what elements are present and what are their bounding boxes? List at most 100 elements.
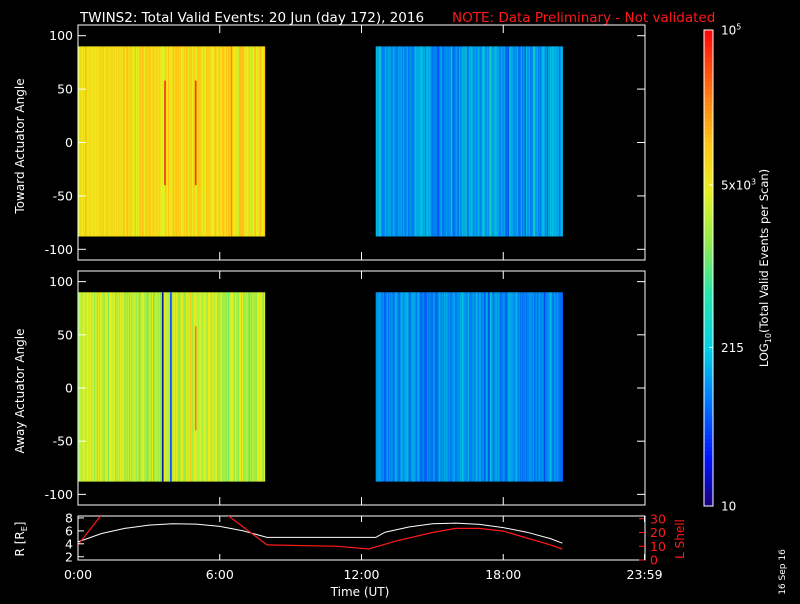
colorbar-frame [703, 29, 714, 507]
away-heat-column [512, 292, 514, 482]
colorbar-swatch [704, 117, 713, 122]
away-heat-column [409, 292, 411, 482]
away-heat-column [200, 292, 202, 482]
toward-heat-column [193, 46, 195, 237]
toward-heat-column [400, 46, 402, 237]
toward-ytick-label: 0 [65, 135, 73, 150]
toward-heat-column [167, 46, 169, 237]
toward-heat-column [108, 46, 110, 237]
radius-line [77, 522, 563, 544]
toward-ytick-label: -100 [45, 242, 73, 257]
colorbar-swatch [704, 268, 713, 273]
away-heat-column [176, 292, 178, 482]
toward-heat-column [149, 46, 151, 237]
toward-heat-column [228, 46, 230, 237]
away-heat-column [140, 292, 142, 482]
colorbar-swatch [704, 172, 713, 178]
toward-heat-column [206, 46, 208, 237]
toward-heat-column [558, 46, 560, 237]
toward-heat-column [194, 46, 196, 237]
colorbar-swatch [704, 196, 713, 202]
toward-heat-column [222, 46, 224, 237]
colorbar-swatch [704, 137, 713, 142]
toward-heat-column [425, 46, 427, 237]
away-heat-column [173, 292, 175, 482]
toward-heat-column [91, 46, 93, 237]
toward-heat-column [456, 46, 458, 237]
colorbar-swatch [704, 494, 713, 499]
toward-heat-column [459, 46, 461, 237]
toward-heat-column [471, 46, 473, 237]
toward-heat-column [115, 46, 117, 237]
away-heat-column [463, 292, 465, 482]
away-heat-column [193, 292, 195, 482]
toward-heat-column [395, 46, 397, 237]
away-heat-column [377, 292, 379, 482]
toward-heat-column [82, 46, 84, 237]
toward-heat-column [261, 46, 263, 237]
colorbar-swatch [704, 422, 713, 428]
away-heat-column [220, 292, 222, 482]
away-heat-column [187, 292, 189, 482]
away-heat-column [544, 292, 546, 482]
away-heat-column [177, 292, 179, 482]
toward-heat-column [500, 46, 502, 237]
away-heat-column [129, 292, 131, 482]
away-heat-column [535, 292, 537, 482]
away-heat-column [534, 292, 536, 482]
toward-heat-column [144, 46, 146, 237]
away-heat-column [528, 292, 530, 482]
toward-heat-column [486, 46, 488, 237]
toward-heat-column [79, 46, 81, 237]
colorbar-swatch [704, 240, 713, 245]
colorbar-swatch [704, 69, 713, 75]
away-heat-column [399, 292, 401, 482]
away-heat-column [206, 292, 208, 482]
away-heat-column [531, 292, 533, 482]
colorbar-swatch [704, 81, 713, 87]
toward-heat-column [208, 46, 210, 237]
toward-heat-column [141, 46, 143, 237]
away-heat-column [107, 292, 109, 482]
toward-heat-column [134, 46, 136, 237]
toward-heat-column [384, 46, 386, 237]
colorbar-swatch [704, 212, 713, 218]
away-heat-column [85, 292, 87, 482]
toward-heat-column [125, 46, 127, 237]
toward-heat-column [549, 46, 551, 237]
away-heat-column [491, 292, 493, 482]
away-heat-column [516, 292, 518, 482]
colorbar-swatch [704, 180, 713, 186]
away-heat-column [439, 292, 441, 482]
colorbar-swatch [704, 176, 713, 182]
away-heat-column [234, 292, 236, 482]
away-heat-column [142, 292, 144, 482]
toward-heat-column [441, 46, 443, 237]
away-heat-column [387, 292, 389, 482]
toward-heat-column [252, 46, 254, 237]
away-heat-column [227, 292, 229, 482]
toward-heat-column [507, 46, 509, 237]
toward-heat-column [465, 46, 467, 237]
radius-tick-label: 8 [65, 510, 73, 525]
away-heat-column [468, 292, 470, 482]
away-heat-column [248, 292, 250, 482]
toward-heat-column [427, 46, 429, 237]
colorbar-swatch [704, 466, 713, 471]
away-heat-column [135, 292, 137, 482]
toward-heat-column [256, 46, 258, 237]
toward-heat-column [494, 46, 496, 237]
toward-heat-column [557, 46, 559, 237]
away-heat-column [494, 292, 496, 482]
toward-heat-column [161, 46, 163, 237]
away-ytick-label: -50 [53, 434, 73, 449]
toward-heat-column [151, 46, 153, 237]
toward-heat-column [260, 46, 262, 237]
away-heat-column [443, 292, 445, 482]
toward-heat-column [487, 46, 489, 237]
away-heat-column [396, 292, 398, 482]
toward-heat-column [552, 46, 554, 237]
away-heat-column [235, 292, 237, 482]
away-heat-column [519, 292, 521, 482]
toward-heat-column [468, 46, 470, 237]
